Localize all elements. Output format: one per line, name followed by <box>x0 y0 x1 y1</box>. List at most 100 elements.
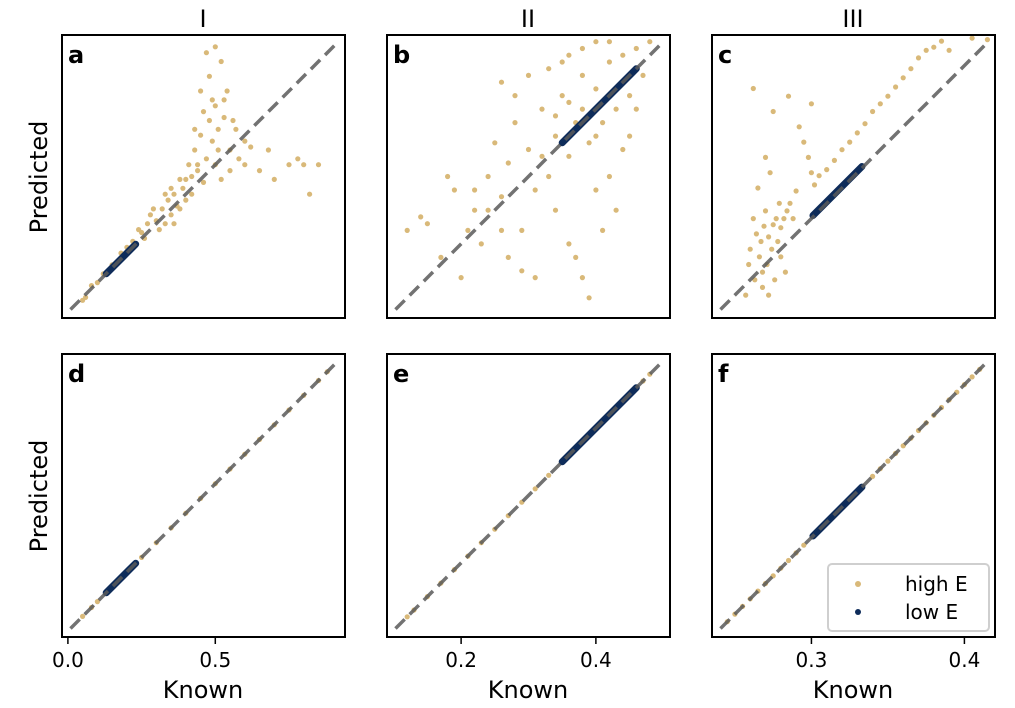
data-point <box>831 157 838 163</box>
data-point <box>767 170 773 176</box>
column-title-i: I <box>199 5 206 33</box>
data-point <box>573 254 579 260</box>
data-point <box>209 138 215 144</box>
data-point <box>218 58 224 65</box>
data-point <box>756 254 763 260</box>
data-point <box>186 162 192 168</box>
data-point <box>893 84 899 90</box>
data-point <box>566 52 572 58</box>
data-point <box>640 72 646 78</box>
data-point <box>808 101 815 107</box>
panel-a: a <box>61 34 346 319</box>
data-point <box>203 156 209 162</box>
data-point <box>552 113 559 119</box>
data-point <box>212 44 218 50</box>
x-axis-label-ii: Known <box>488 676 568 704</box>
data-point <box>200 179 207 185</box>
panel-letter: b <box>393 41 410 69</box>
data-point <box>189 191 195 197</box>
x-tick-label: 0.5 <box>199 648 231 672</box>
data-point <box>546 66 552 72</box>
data-point <box>801 139 807 145</box>
data-point <box>236 156 242 162</box>
data-point <box>256 168 263 174</box>
data-point <box>753 231 760 237</box>
data-point <box>776 200 782 206</box>
data-point <box>492 140 498 146</box>
data-point <box>162 191 168 197</box>
data-point <box>221 97 227 103</box>
data-point <box>811 182 818 188</box>
panel-letter: a <box>68 41 84 69</box>
panel-b: b <box>386 34 671 319</box>
data-point <box>192 126 198 132</box>
data-point <box>877 101 883 107</box>
panel-letter: d <box>68 360 85 388</box>
data-point <box>532 486 538 492</box>
data-point <box>200 109 207 115</box>
data-point <box>600 227 606 233</box>
data-point <box>195 162 201 168</box>
identity-line <box>394 361 663 630</box>
data-point <box>498 194 505 200</box>
data-point <box>505 160 511 166</box>
data-point <box>512 93 518 99</box>
data-point <box>472 187 478 193</box>
legend-label: high E <box>905 572 968 596</box>
axes-frame <box>386 353 671 638</box>
data-point <box>579 45 586 52</box>
data-point <box>946 47 952 53</box>
data-point <box>233 126 239 132</box>
panel-letter: e <box>393 360 409 388</box>
axes-frame <box>711 34 996 319</box>
data-point <box>159 206 165 212</box>
data-point <box>485 173 491 180</box>
data-point <box>168 212 174 218</box>
legend-marker <box>855 581 861 587</box>
data-point <box>854 130 860 136</box>
data-point <box>271 176 277 182</box>
series-high-e <box>404 39 653 301</box>
legend: high E low E <box>827 563 990 632</box>
data-point <box>156 227 162 233</box>
data-point <box>778 254 784 260</box>
panel-plot-area <box>69 42 338 311</box>
data-point <box>759 269 766 275</box>
data-point <box>498 79 505 85</box>
x-tick-label: 0.3 <box>796 648 828 672</box>
data-point <box>183 176 189 182</box>
data-point <box>593 187 599 193</box>
data-point <box>923 47 929 53</box>
data-point <box>606 59 613 65</box>
data-point <box>136 227 142 233</box>
data-point <box>485 207 491 213</box>
axes-frame <box>61 34 346 319</box>
x-tick-label: 0.0 <box>52 648 84 672</box>
data-point <box>206 73 212 79</box>
data-point <box>215 126 221 132</box>
data-point <box>839 147 845 153</box>
data-point <box>847 139 853 145</box>
data-point <box>769 246 775 252</box>
data-point <box>195 168 201 174</box>
data-point <box>770 222 776 228</box>
data-point <box>265 147 271 153</box>
data-point <box>198 132 204 138</box>
data-point <box>546 173 552 180</box>
data-point <box>633 106 639 112</box>
panel-plot-area <box>394 361 663 630</box>
data-point <box>465 227 471 233</box>
panel-plot-area <box>719 35 991 311</box>
data-point <box>762 208 769 214</box>
data-point <box>424 221 430 227</box>
data-point <box>870 473 876 479</box>
data-point <box>766 292 772 298</box>
data-point <box>785 557 792 564</box>
data-point <box>532 187 538 193</box>
data-point <box>559 93 565 99</box>
data-point <box>586 140 592 146</box>
data-point <box>512 120 518 126</box>
data-point <box>546 472 552 478</box>
legend-label: low E <box>905 600 958 624</box>
data-point <box>150 206 156 212</box>
